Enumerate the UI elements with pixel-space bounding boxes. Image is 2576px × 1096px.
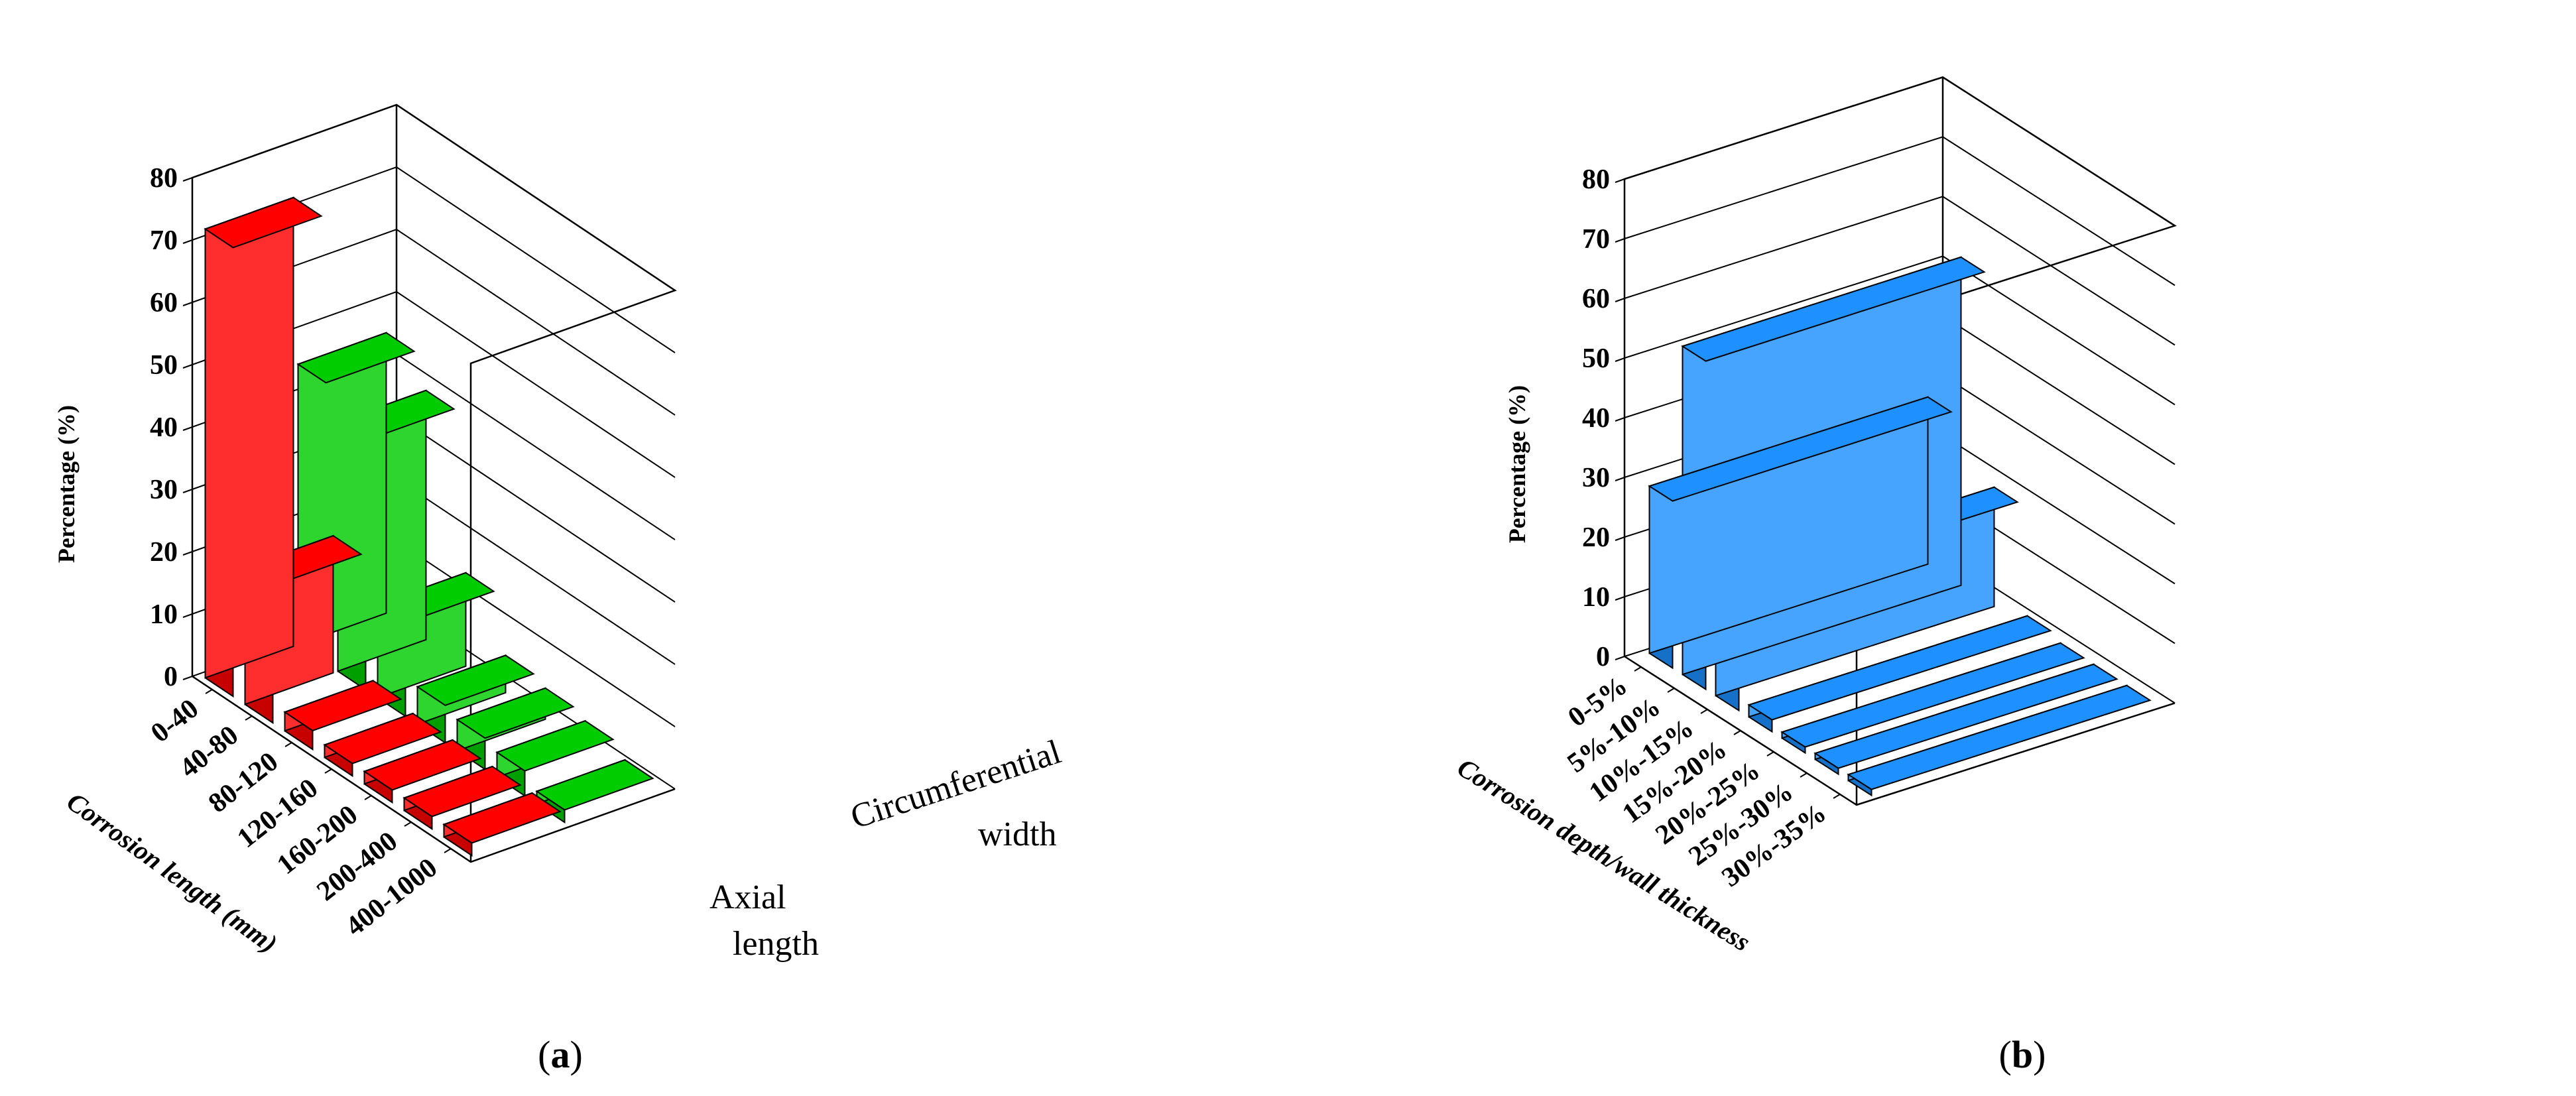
depth-label-axial: Axial	[709, 879, 786, 916]
y-tick-label: 80	[1582, 164, 1610, 195]
bar	[402, 765, 522, 831]
y-tick-label: 70	[1582, 224, 1610, 255]
y-tick-mark	[182, 302, 193, 306]
bar-top	[1648, 396, 1953, 502]
bar-top	[363, 739, 482, 791]
y-tick-label: 50	[150, 350, 178, 381]
y-tick-mark	[1615, 596, 1625, 601]
y-tick-label: 0	[1596, 642, 1610, 672]
y-tick-mark	[1615, 357, 1625, 362]
y-tick-mark	[1615, 238, 1625, 243]
y-tick-label: 60	[1582, 284, 1610, 314]
x-tick-label: 0-40	[145, 694, 204, 749]
y-tick-mark	[182, 177, 193, 182]
x-tick-mark	[1634, 666, 1642, 672]
y-tick-mark	[182, 676, 193, 680]
x-tick-mark	[404, 822, 412, 827]
chart-panel-b: 010203040506070800-5%5%-10%10%-15%15%-20…	[1562, 76, 2177, 893]
bar-top	[204, 196, 323, 249]
x-tick-mark	[1700, 709, 1708, 714]
y-tick-mark	[182, 613, 193, 618]
caption-a: (a)	[538, 1033, 583, 1076]
x-tick-mark	[205, 689, 213, 694]
bar-top	[442, 792, 562, 844]
y-tick-label: 70	[150, 225, 178, 256]
bar-top	[1681, 256, 1986, 362]
bar-top	[323, 712, 442, 764]
bar-top	[1847, 684, 2152, 790]
gridline	[1624, 196, 2176, 346]
y-tick-label: 0	[164, 662, 178, 692]
gridline	[1624, 76, 2176, 227]
floor-edge	[192, 675, 676, 863]
gridline	[1624, 136, 2176, 286]
y-tick-label: 60	[150, 288, 178, 318]
bar-top	[456, 687, 575, 739]
depth-label-length: length	[733, 925, 819, 963]
bar	[363, 739, 482, 804]
y-tick-label: 10	[150, 599, 178, 630]
gridline	[192, 103, 676, 291]
bar-top	[296, 332, 416, 384]
y-tick-mark	[1615, 477, 1625, 481]
x-tick-mark	[1766, 751, 1774, 757]
x-tick-mark	[444, 848, 452, 853]
bar-front	[204, 196, 294, 679]
depth-label-width: width	[978, 816, 1056, 853]
y-tick-label: 40	[1582, 403, 1610, 434]
y-tick-label: 10	[1582, 582, 1610, 613]
bar	[1847, 684, 2152, 797]
y-tick-mark	[182, 551, 193, 556]
y-tick-label: 20	[150, 537, 178, 568]
x-tick-mark	[1733, 730, 1741, 735]
x-tick-mark	[1667, 688, 1675, 693]
y-axis-label-a: Percentage (%)	[53, 405, 80, 563]
x-tick-mark	[324, 768, 332, 774]
x-tick-mark	[1800, 772, 1808, 778]
x-tick-mark	[284, 742, 292, 747]
y-tick-label: 30	[150, 475, 178, 505]
bar	[204, 196, 323, 698]
y-tick-label: 50	[1582, 343, 1610, 374]
bar-top	[535, 759, 654, 811]
bar-top	[416, 654, 535, 706]
x-tick-mark	[245, 715, 253, 721]
bar	[1780, 642, 2085, 755]
x-axis-label-a: Corrosion length (mm)	[62, 786, 283, 959]
y-tick-mark	[182, 489, 193, 493]
bar-top	[283, 680, 402, 732]
y-tick-label: 20	[1582, 522, 1610, 553]
x-tick-mark	[1833, 794, 1841, 799]
bar-top	[1813, 663, 2118, 769]
floor-edge	[1624, 655, 2176, 806]
bar-top	[495, 720, 615, 772]
y-tick-mark	[1615, 656, 1625, 660]
y-tick-mark	[182, 426, 193, 431]
y-tick-label: 40	[150, 412, 178, 443]
y-axis-label-b: Percentage (%)	[1504, 385, 1530, 543]
bar-top	[402, 765, 522, 818]
x-tick-mark	[364, 795, 372, 800]
y-tick-label: 30	[1582, 463, 1610, 493]
y-tick-mark	[182, 364, 193, 369]
y-tick-mark	[1615, 178, 1625, 183]
bar	[323, 712, 442, 778]
bar-top	[1747, 615, 2052, 721]
y-tick-mark	[1615, 298, 1625, 302]
y-tick-mark	[1615, 536, 1625, 541]
bar	[283, 680, 402, 751]
bar	[442, 792, 562, 857]
bar	[1813, 663, 2118, 776]
bar	[1648, 396, 1953, 670]
chart-panel-a: 010203040506070800-4040-8080-120120-1601…	[145, 103, 677, 942]
bar	[495, 719, 615, 798]
y-tick-mark	[182, 239, 193, 244]
y-tick-mark	[1615, 417, 1625, 422]
y-tick-label: 80	[150, 163, 178, 194]
bar-top	[1780, 642, 2085, 748]
bar	[1747, 615, 2052, 733]
gridline	[1624, 255, 2176, 406]
caption-b: (b)	[1999, 1033, 2046, 1076]
